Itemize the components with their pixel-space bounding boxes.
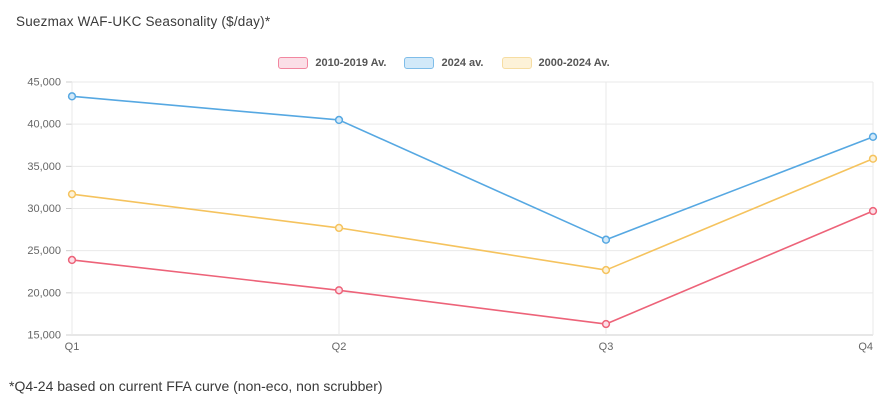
data-point[interactable] bbox=[334, 223, 344, 233]
legend-label: 2010-2019 Av. bbox=[315, 57, 387, 69]
data-point[interactable] bbox=[868, 132, 878, 141]
legend-label: 2024 av. bbox=[441, 57, 484, 69]
y-tick-label: 30,000 bbox=[27, 203, 61, 215]
x-tick-label: Q2 bbox=[332, 341, 347, 353]
data-point[interactable] bbox=[868, 206, 878, 216]
data-point[interactable] bbox=[334, 286, 344, 295]
data-point[interactable] bbox=[868, 154, 878, 163]
legend-item-2010-2019[interactable]: 2010-2019 Av. bbox=[278, 57, 386, 69]
legend-swatch-2024 bbox=[404, 57, 435, 69]
y-tick-label: 15,000 bbox=[27, 330, 61, 342]
data-point[interactable] bbox=[601, 319, 611, 329]
data-point[interactable] bbox=[601, 265, 611, 275]
legend-swatch-2010-2019 bbox=[278, 57, 309, 69]
y-tick-label: 20,000 bbox=[27, 287, 61, 299]
chart-footnote: *Q4-24 based on current FFA curve (non-e… bbox=[9, 378, 383, 394]
x-tick-label: Q3 bbox=[599, 341, 614, 353]
series-line-2024-av- bbox=[71, 95, 874, 241]
legend-item-2000-2024[interactable]: 2000-2024 Av. bbox=[501, 57, 610, 69]
series-line-2000-2024-av- bbox=[71, 158, 874, 271]
chart-legend: 2010-2019 Av. 2024 av. 2000-2024 Av. bbox=[0, 57, 888, 69]
legend-item-2024[interactable]: 2024 av. bbox=[404, 57, 484, 69]
data-point[interactable] bbox=[67, 92, 77, 101]
legend-label: 2000-2024 Av. bbox=[538, 57, 610, 69]
x-tick-label: Q1 bbox=[65, 341, 80, 353]
data-point[interactable] bbox=[601, 235, 611, 244]
series-line-2010-2019-av- bbox=[71, 210, 874, 325]
data-point[interactable] bbox=[67, 190, 77, 199]
data-point[interactable] bbox=[67, 255, 77, 265]
data-point[interactable] bbox=[334, 115, 344, 125]
y-tick-label: 45,000 bbox=[27, 77, 61, 89]
x-tick-label: Q4 bbox=[858, 341, 873, 353]
y-tick-label: 35,000 bbox=[27, 161, 61, 173]
legend-swatch-2000-2024 bbox=[501, 57, 532, 69]
chart-title: Suezmax WAF-UKC Seasonality ($/day)* bbox=[16, 14, 271, 29]
y-tick-label: 25,000 bbox=[27, 245, 61, 257]
y-tick-label: 40,000 bbox=[27, 119, 61, 131]
